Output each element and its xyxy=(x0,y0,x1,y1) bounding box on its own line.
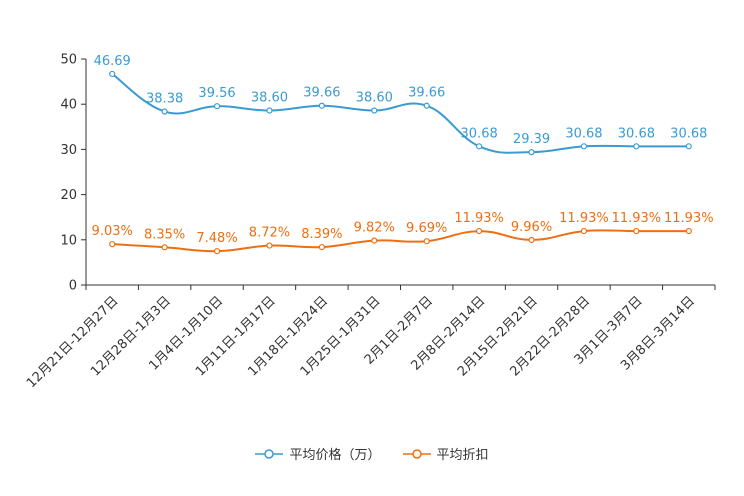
data-label: 39.66 xyxy=(408,86,445,101)
data-point xyxy=(476,227,483,235)
y-tick-label: 0 xyxy=(69,279,77,294)
data-point xyxy=(109,70,116,78)
data-point xyxy=(423,238,430,245)
data-point xyxy=(580,143,588,150)
data-point xyxy=(580,227,588,235)
data-label: 30.68 xyxy=(670,126,707,141)
data-label: 30.68 xyxy=(618,126,655,141)
legend-item-discount[interactable]: 平均折扣 xyxy=(402,444,489,463)
data-point xyxy=(476,143,483,150)
data-point xyxy=(423,102,430,109)
legend: 平均价格（万） 平均折扣 xyxy=(0,444,744,463)
data-point xyxy=(633,227,640,235)
data-label: 38.60 xyxy=(251,91,288,106)
data-point xyxy=(109,241,116,248)
data-label: 8.39% xyxy=(301,227,342,242)
data-label: 7.48% xyxy=(196,231,237,246)
y-tick-label: 50 xyxy=(60,53,77,68)
legend-discount-label: 平均折扣 xyxy=(436,448,489,463)
data-label: 9.82% xyxy=(354,221,395,236)
legend-price-label: 平均价格（万） xyxy=(289,448,381,463)
data-point xyxy=(266,107,273,114)
data-label: 11.93% xyxy=(664,211,714,226)
data-point xyxy=(371,107,378,114)
data-point xyxy=(266,242,273,249)
data-label: 9.69% xyxy=(406,221,447,236)
y-tick-label: 10 xyxy=(60,233,77,248)
data-label: 11.93% xyxy=(559,211,609,226)
data-point xyxy=(528,236,535,244)
data-label: 38.38 xyxy=(146,92,183,107)
data-point xyxy=(161,244,168,251)
data-point xyxy=(161,108,168,115)
data-label: 8.72% xyxy=(249,226,290,241)
y-tick-label: 30 xyxy=(60,143,77,158)
y-tick-label: 20 xyxy=(60,188,77,203)
data-point xyxy=(213,248,221,255)
legend-item-price[interactable]: 平均价格（万） xyxy=(255,444,381,463)
legend-price-marker-icon xyxy=(255,448,284,459)
data-label: 30.68 xyxy=(461,126,498,141)
data-label: 8.35% xyxy=(144,227,185,242)
data-point xyxy=(371,237,378,244)
data-point xyxy=(633,143,640,150)
data-label: 9.96% xyxy=(511,220,552,235)
data-point xyxy=(318,243,325,251)
data-point xyxy=(685,227,692,235)
data-label: 39.56 xyxy=(198,86,235,101)
data-point xyxy=(685,143,692,150)
data-point xyxy=(318,102,325,109)
data-label: 38.60 xyxy=(356,91,393,106)
data-point xyxy=(528,149,535,156)
data-label: 9.03% xyxy=(92,224,133,239)
series-line-1 xyxy=(112,229,689,253)
data-label: 29.39 xyxy=(513,132,550,147)
y-tick-label: 40 xyxy=(60,98,77,113)
data-label: 46.69 xyxy=(94,54,131,69)
legend-discount-marker-icon xyxy=(402,448,431,459)
data-label: 39.66 xyxy=(303,86,340,101)
data-label: 30.68 xyxy=(565,126,602,141)
data-label: 11.93% xyxy=(454,211,504,226)
data-point xyxy=(213,103,221,110)
data-label: 11.93% xyxy=(612,211,662,226)
x-category-label: 12月21日-12月27日 xyxy=(24,294,121,391)
